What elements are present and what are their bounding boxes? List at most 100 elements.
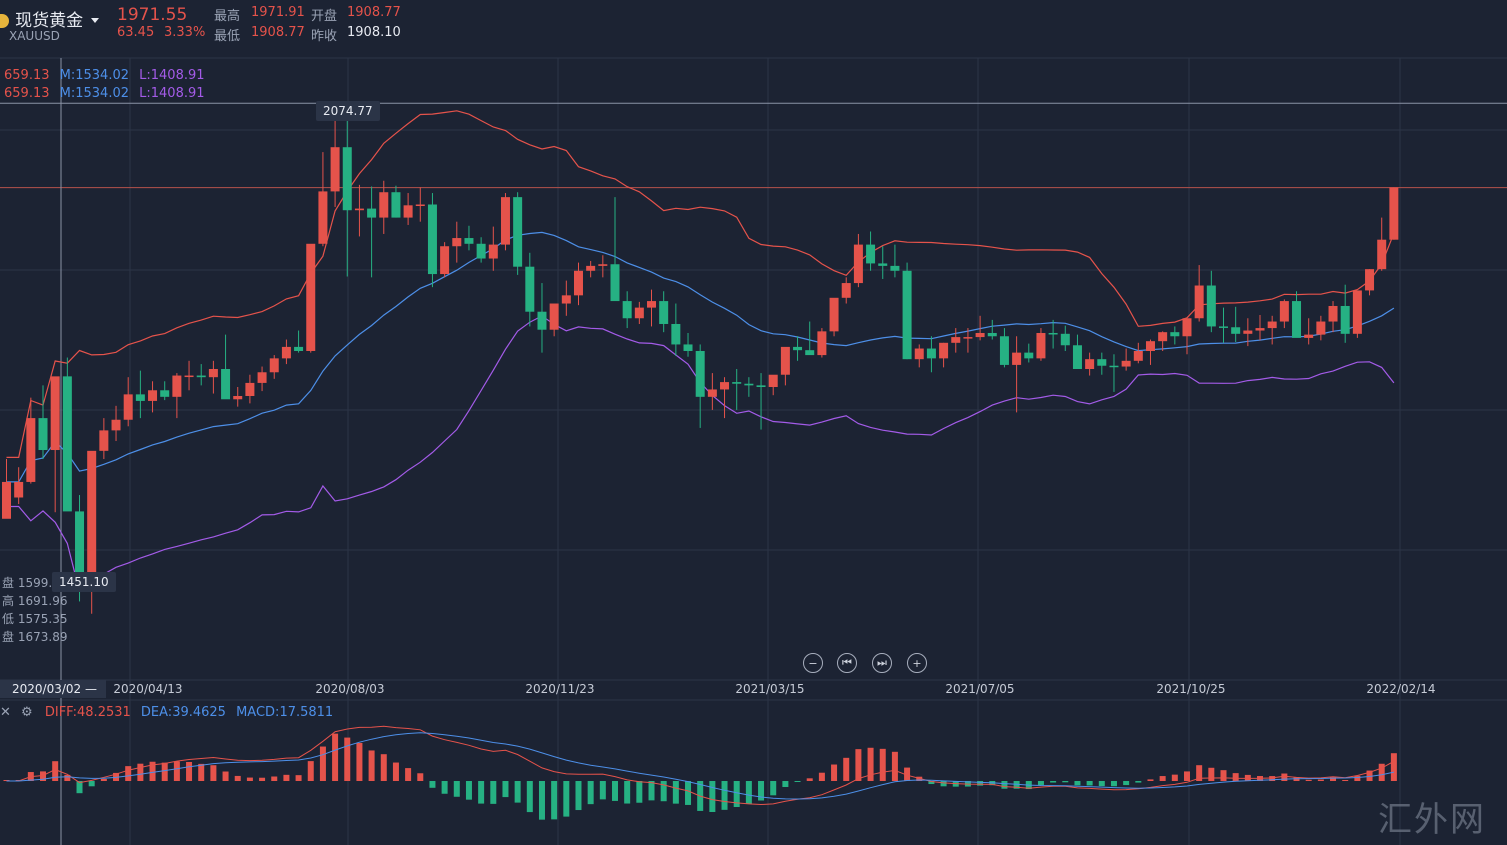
candle-body xyxy=(902,270,912,360)
macd-bar xyxy=(1366,770,1373,781)
candle-body xyxy=(951,337,961,343)
candle-body xyxy=(987,332,997,337)
candle-body xyxy=(415,204,425,206)
candle-body xyxy=(500,197,510,245)
macd-bar xyxy=(1342,780,1349,781)
macd-bar xyxy=(879,748,886,781)
macd-bar xyxy=(1037,781,1044,786)
candle-body xyxy=(561,295,571,304)
high-label: 最高 xyxy=(214,9,241,24)
candle-body xyxy=(294,346,304,351)
candle-body xyxy=(38,418,48,451)
candle-body xyxy=(780,346,790,375)
low-label: 最低 xyxy=(214,29,241,44)
macd-bar xyxy=(429,781,436,788)
candle-body xyxy=(184,375,194,378)
candle-body xyxy=(866,244,876,264)
macd-bar xyxy=(1269,776,1276,781)
title-block[interactable]: 现货黄金 xyxy=(0,6,100,31)
candle-body xyxy=(111,419,121,431)
candle-body xyxy=(1048,332,1058,335)
macd-bar xyxy=(1062,781,1069,783)
macd-bar xyxy=(1110,781,1117,787)
macd-bar xyxy=(599,781,606,800)
candle-body xyxy=(257,372,267,383)
macd-bar xyxy=(344,737,351,781)
candle-body xyxy=(1267,321,1277,329)
gear-icon[interactable]: ⚙ xyxy=(21,705,33,720)
price-change-pct: 3.33% xyxy=(164,25,206,40)
macd-bar xyxy=(940,781,947,787)
macd-bar xyxy=(1171,774,1178,781)
macd-bar xyxy=(1354,775,1361,781)
x-tick-label: 2022/02/14 xyxy=(1366,682,1435,696)
candle-body xyxy=(1365,269,1375,291)
macd-bar xyxy=(1305,779,1312,781)
high-value: 1971.91 xyxy=(251,5,305,20)
macd-bar xyxy=(1183,771,1190,781)
candle-body xyxy=(647,301,657,308)
macd-bar xyxy=(1074,781,1081,786)
macd-bar xyxy=(1330,777,1337,781)
candle-body xyxy=(354,208,364,211)
boll-lower: L:1408.91 xyxy=(139,86,205,101)
candle-body xyxy=(805,350,815,356)
candle-body xyxy=(610,264,620,302)
macd-lines xyxy=(6,725,1395,806)
zoom-in-button[interactable]: + xyxy=(907,653,927,673)
candle-body xyxy=(148,390,158,401)
step-back-button[interactable]: ⏮ xyxy=(837,653,857,673)
boll-upper-line xyxy=(6,110,1395,458)
macd-bar xyxy=(441,781,448,794)
candle-body xyxy=(525,266,535,312)
candle-body xyxy=(890,265,900,271)
gold-coin-icon xyxy=(0,14,9,28)
step-forward-button[interactable]: ⏭ xyxy=(872,653,892,673)
candle-body xyxy=(817,331,827,356)
collapse-icon[interactable]: ✕ xyxy=(0,705,11,720)
candle-body xyxy=(841,283,851,298)
macd-bar xyxy=(636,781,643,803)
macd-bar xyxy=(563,781,570,817)
chevron-down-icon[interactable] xyxy=(91,18,100,23)
x-tick-label: 2020/11/23 xyxy=(525,682,594,696)
candle-body xyxy=(622,301,632,319)
candle-body xyxy=(50,376,60,451)
candle-body xyxy=(1072,345,1082,369)
candle-body xyxy=(464,238,474,244)
macd-bar xyxy=(283,774,290,781)
x-tick-label: 2020/08/03 xyxy=(315,682,384,696)
candle-body xyxy=(1316,321,1326,335)
macd-bar xyxy=(1086,781,1093,786)
crosshair-date-tag: 2020/03/02 — xyxy=(0,680,106,698)
macd-bar xyxy=(721,781,728,810)
macd-bar xyxy=(453,781,460,797)
candle-body xyxy=(1219,326,1228,328)
candle-body xyxy=(732,382,742,384)
macd-bar xyxy=(52,761,59,781)
macd-bar xyxy=(794,781,801,782)
candle-body xyxy=(744,383,754,386)
macd-bar xyxy=(76,781,83,794)
candles-group xyxy=(2,103,1399,614)
candle-body xyxy=(634,307,644,319)
zoom-out-button[interactable]: − xyxy=(803,653,823,673)
macd-bar xyxy=(770,781,777,796)
macd-bar xyxy=(271,776,278,781)
macd-bar xyxy=(1050,781,1057,783)
macd-bar xyxy=(319,746,326,781)
candle-body xyxy=(829,297,839,332)
macd-bar xyxy=(709,781,716,812)
macd-bar xyxy=(186,761,193,781)
macd-bar xyxy=(1196,765,1203,781)
candle-body xyxy=(221,369,231,400)
macd-bar xyxy=(1232,773,1239,781)
candle-body xyxy=(1121,360,1131,367)
candle-body xyxy=(135,394,145,401)
macd-bar xyxy=(1159,776,1166,781)
macd-bar xyxy=(672,781,679,804)
candle-body xyxy=(1389,187,1399,240)
macd-bar xyxy=(806,778,813,781)
candle-body xyxy=(914,348,924,360)
